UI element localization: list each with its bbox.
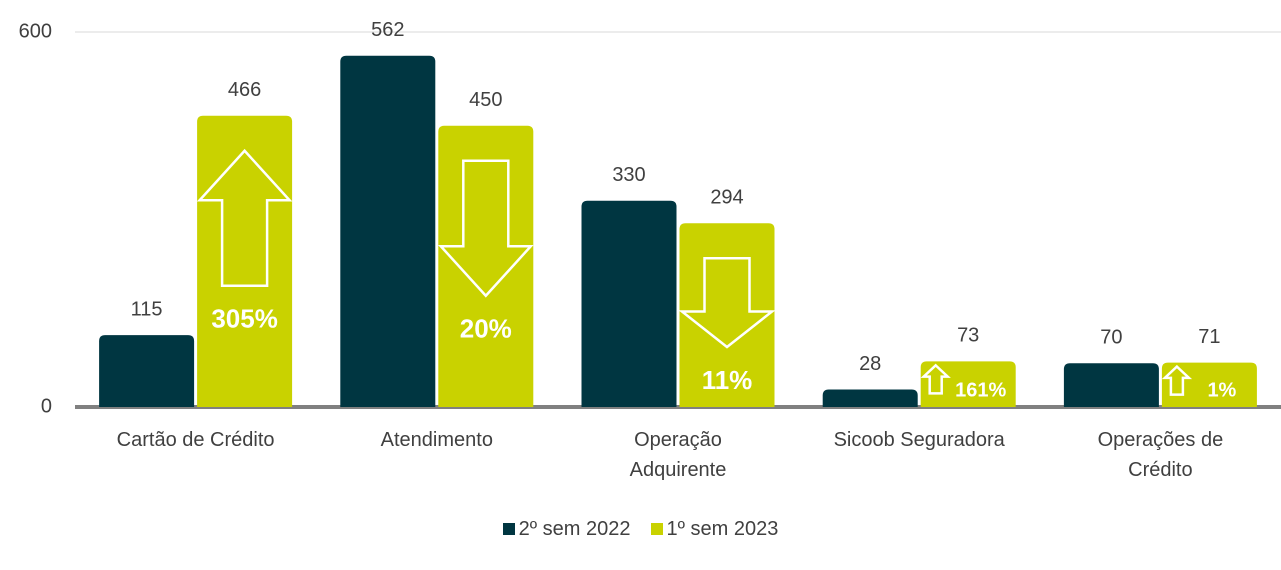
value-label: 73: [957, 325, 979, 347]
value-label: 562: [371, 19, 404, 41]
x-tick-label: Operação Adquirente: [629, 429, 727, 481]
bar: [197, 115, 293, 407]
change-arrow: [1161, 364, 1193, 396]
x-tick-label: Operações de Crédito: [1097, 429, 1224, 481]
bar: [581, 200, 677, 407]
legend-item: 2º sem 2022: [502, 518, 631, 541]
bar: [99, 335, 195, 407]
legend: 2º sem 2022 1º sem 2023: [0, 518, 1281, 541]
legend-swatch: [650, 523, 663, 535]
value-label: 466: [228, 79, 261, 101]
change-label: 11%: [702, 365, 753, 395]
change-arrow: [920, 363, 951, 395]
bar: [438, 125, 534, 407]
change-label: 20%: [460, 314, 512, 344]
bar: [822, 389, 918, 407]
x-tick-label: Sicoob Seguradora: [833, 429, 1005, 451]
legend-swatch: [502, 523, 515, 535]
change-arrow: [196, 148, 293, 287]
x-tick-label: Atendimento: [380, 429, 493, 451]
bar: [340, 55, 436, 407]
y-tick-label: 0: [41, 395, 52, 417]
legend-label: 2º sem 2022: [518, 518, 631, 540]
value-label: 330: [612, 164, 645, 186]
change-label: 161%: [955, 379, 1006, 401]
change-arrow: [678, 257, 776, 349]
value-label: 450: [469, 89, 502, 111]
value-label: 70: [1100, 327, 1122, 349]
plot: 0 600 115 466 305% 562 450 20% 330 294 11% 28 73 161%…: [19, 19, 1281, 417]
x-tick-label: Cartão de Crédito: [116, 429, 275, 451]
y-tick-label: 600: [19, 20, 52, 42]
change-label: 1%: [1207, 379, 1236, 401]
legend-item: 1º sem 2023: [650, 518, 779, 541]
value-label: 294: [710, 187, 743, 209]
value-label: 115: [131, 298, 163, 320]
change-arrow: [437, 159, 534, 298]
value-label: 28: [859, 353, 881, 375]
change-label: 305%: [211, 304, 278, 334]
bar: [1063, 363, 1159, 407]
value-label: 71: [1198, 326, 1220, 348]
legend-label: 1º sem 2023: [666, 518, 779, 540]
